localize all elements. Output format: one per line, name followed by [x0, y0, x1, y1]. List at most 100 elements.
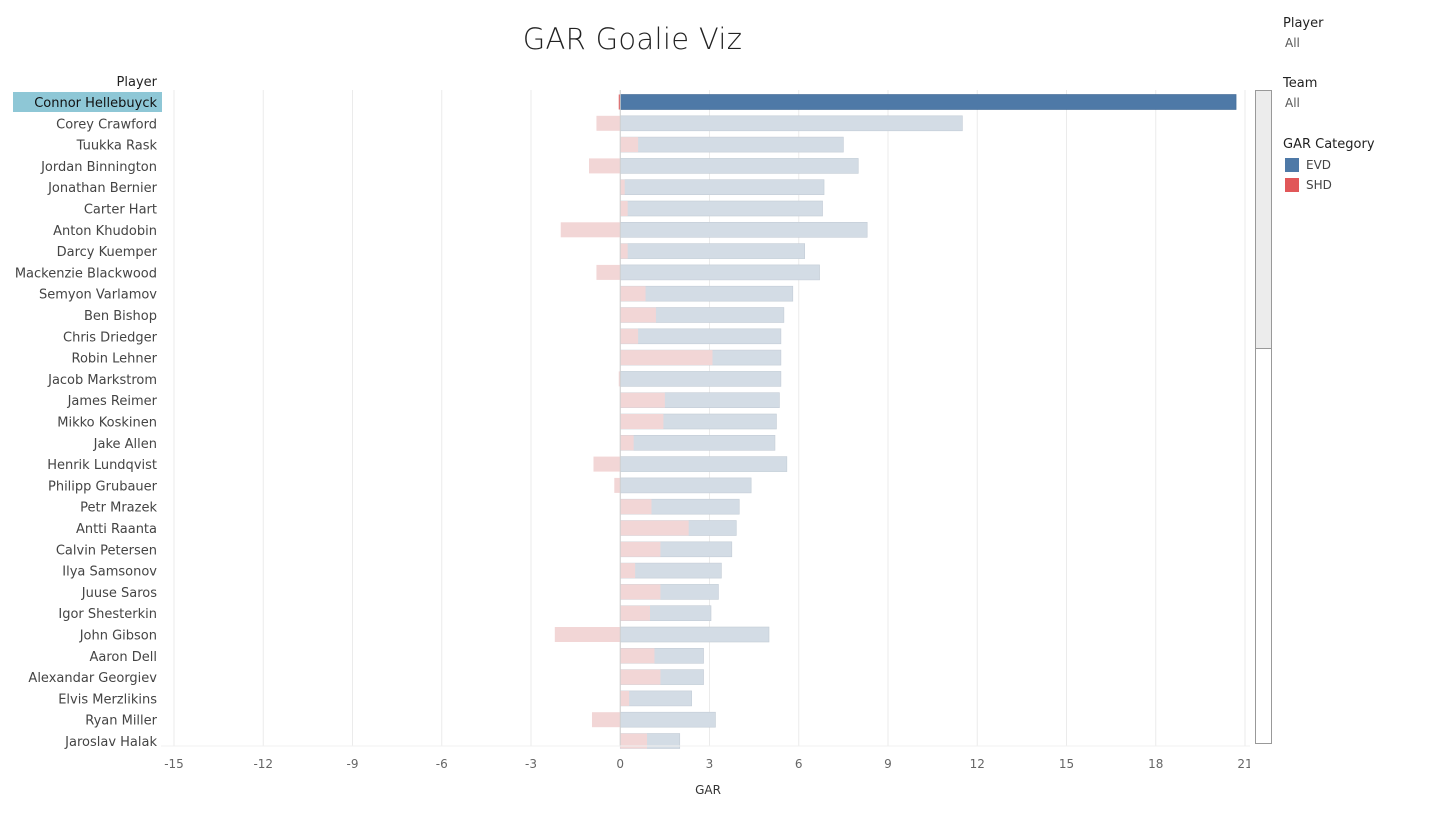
- row-label-connor-hellebuyck[interactable]: Connor Hellebuyck: [34, 96, 157, 111]
- bar-shd-carter-hart[interactable]: [620, 201, 628, 216]
- row-label-mikko-koskinen[interactable]: Mikko Koskinen: [57, 416, 157, 431]
- bar-shd-darcy-kuemper[interactable]: [620, 243, 628, 259]
- bar-evd-jonathan-bernier[interactable]: [619, 179, 825, 195]
- bar-evd-mackenzie-blackwood[interactable]: [619, 264, 820, 281]
- x-tick-label: 9: [884, 757, 892, 771]
- bar-shd-john-gibson[interactable]: [554, 627, 621, 642]
- row-label-corey-crawford[interactable]: Corey Crawford: [56, 117, 157, 132]
- row-label-carter-hart[interactable]: Carter Hart: [84, 203, 157, 218]
- bar-shd-calvin-petersen[interactable]: [620, 541, 661, 557]
- bar-shd-ryan-miller[interactable]: [591, 712, 621, 728]
- bar-evd-semyon-varlamov[interactable]: [619, 285, 794, 302]
- bar-shd-anton-khudobin[interactable]: [560, 222, 621, 238]
- scrollbar-thumb[interactable]: [1256, 91, 1271, 349]
- bar-shd-igor-shesterkin[interactable]: [620, 605, 650, 621]
- row-label-darcy-kuemper[interactable]: Darcy Kuemper: [57, 245, 158, 260]
- bar-shd-mackenzie-blackwood[interactable]: [596, 264, 621, 280]
- x-tick-label: 18: [1148, 757, 1163, 771]
- gar-category-legend: GAR Category EVD SHD: [1283, 137, 1453, 192]
- bar-shd-alexandar-georgiev[interactable]: [620, 669, 661, 685]
- bar-evd-connor-hellebuyck[interactable]: [619, 94, 1237, 110]
- row-label-jordan-binnington[interactable]: Jordan Binnington: [40, 160, 157, 175]
- bar-shd-jordan-binnington[interactable]: [589, 158, 621, 174]
- team-filter-value[interactable]: All: [1285, 96, 1300, 110]
- team-filter[interactable]: Team All: [1283, 76, 1453, 110]
- bars: [554, 94, 1237, 749]
- legend-swatch-evd: [1285, 158, 1299, 172]
- bar-shd-aaron-dell[interactable]: [620, 648, 655, 664]
- row-label-elvis-merzlikins[interactable]: Elvis Merzlikins: [58, 692, 157, 707]
- bar-evd-philipp-grubauer[interactable]: [619, 477, 752, 494]
- row-label-ryan-miller[interactable]: Ryan Miller: [85, 714, 157, 729]
- bar-shd-jonathan-bernier[interactable]: [620, 179, 625, 195]
- row-label-james-reimer[interactable]: James Reimer: [67, 394, 158, 409]
- chart-title: GAR Goalie Viz: [522, 22, 743, 56]
- row-label-chris-driedger[interactable]: Chris Driedger: [63, 330, 158, 345]
- row-label-juuse-saros[interactable]: Juuse Saros: [81, 586, 157, 601]
- bar-shd-mikko-koskinen[interactable]: [620, 414, 664, 429]
- bar-shd-ilya-samsonov[interactable]: [620, 563, 636, 579]
- bar-shd-robin-lehner[interactable]: [620, 350, 713, 366]
- row-label-ilya-samsonov[interactable]: Ilya Samsonov: [62, 565, 157, 580]
- bar-evd-darcy-kuemper[interactable]: [619, 243, 805, 259]
- bar-shd-petr-mrazek[interactable]: [620, 499, 652, 515]
- bar-shd-philipp-grubauer[interactable]: [614, 477, 621, 493]
- row-label-mackenzie-blackwood[interactable]: Mackenzie Blackwood: [15, 266, 157, 281]
- row-label-antti-raanta[interactable]: Antti Raanta: [76, 522, 157, 537]
- bar-evd-john-gibson[interactable]: [619, 626, 770, 643]
- player-filter-value[interactable]: All: [1285, 36, 1300, 50]
- bar-shd-corey-crawford[interactable]: [596, 115, 621, 131]
- row-label-jake-allen[interactable]: Jake Allen: [93, 437, 157, 452]
- bar-shd-chris-driedger[interactable]: [620, 328, 639, 344]
- row-label-ben-bishop[interactable]: Ben Bishop: [84, 309, 157, 324]
- row-label-anton-khudobin[interactable]: Anton Khudobin: [53, 224, 157, 239]
- row-label-alexandar-georgiev[interactable]: Alexandar Georgiev: [28, 671, 157, 686]
- bar-shd-jake-allen[interactable]: [620, 435, 634, 451]
- row-label-jonathan-bernier[interactable]: Jonathan Bernier: [47, 181, 158, 196]
- row-header: Player: [117, 75, 158, 90]
- row-label-petr-mrazek[interactable]: Petr Mrazek: [80, 501, 157, 516]
- bar-shd-juuse-saros[interactable]: [620, 584, 661, 600]
- legend-item-evd[interactable]: EVD: [1285, 158, 1453, 172]
- row-label-calvin-petersen[interactable]: Calvin Petersen: [56, 543, 157, 558]
- row-label-aaron-dell[interactable]: Aaron Dell: [90, 650, 157, 665]
- legend-label-evd: EVD: [1306, 158, 1332, 172]
- bar-evd-chris-driedger[interactable]: [619, 328, 782, 345]
- bar-shd-semyon-varlamov[interactable]: [620, 286, 646, 302]
- bar-evd-henrik-lundqvist[interactable]: [619, 456, 788, 472]
- bar-evd-anton-khudobin[interactable]: [619, 222, 868, 238]
- row-label-henrik-lundqvist[interactable]: Henrik Lundqvist: [47, 458, 157, 473]
- bar-shd-ben-bishop[interactable]: [620, 307, 656, 323]
- bar-evd-jacob-markstrom[interactable]: [619, 371, 782, 387]
- bar-shd-antti-raanta[interactable]: [620, 520, 689, 536]
- player-filter[interactable]: Player All: [1283, 16, 1453, 50]
- row-label-philipp-grubauer[interactable]: Philipp Grubauer: [48, 479, 158, 494]
- bar-shd-tuukka-rask[interactable]: [620, 137, 639, 153]
- x-axis: -15 -12 -9 -6 -3 0 3 6 9 12 15 18 21: [161, 745, 1250, 771]
- vertical-scrollbar[interactable]: [1255, 90, 1272, 744]
- row-label-igor-shesterkin[interactable]: Igor Shesterkin: [58, 607, 157, 622]
- bar-evd-jordan-binnington[interactable]: [619, 158, 859, 174]
- bar-evd-corey-crawford[interactable]: [619, 115, 963, 132]
- x-tick-label: 3: [706, 757, 714, 771]
- row-label-jacob-markstrom[interactable]: Jacob Markstrom: [47, 373, 157, 388]
- row-label-semyon-varlamov[interactable]: Semyon Varlamov: [39, 288, 157, 303]
- bar-shd-jacob-markstrom[interactable]: [618, 371, 621, 387]
- row-label-robin-lehner[interactable]: Robin Lehner: [72, 352, 158, 367]
- row-label-john-gibson[interactable]: John Gibson: [79, 629, 157, 644]
- row-label-tuukka-rask[interactable]: Tuukka Rask: [76, 139, 158, 154]
- bar-evd-carter-hart[interactable]: [619, 200, 823, 217]
- bar-evd-ryan-miller[interactable]: [619, 711, 716, 728]
- bar-shd-henrik-lundqvist[interactable]: [593, 456, 621, 472]
- legend-item-shd[interactable]: SHD: [1285, 178, 1453, 192]
- bar-evd-jake-allen[interactable]: [619, 434, 776, 451]
- bar-shd-elvis-merzlikins[interactable]: [620, 690, 630, 706]
- bar-evd-tuukka-rask[interactable]: [619, 136, 844, 153]
- row-label-jaroslav-halak[interactable]: Jaroslav Halak: [64, 735, 157, 750]
- bar-evd-ilya-samsonov[interactable]: [619, 562, 722, 579]
- bar-shd-connor-hellebuyck[interactable]: [618, 94, 621, 110]
- x-tick-label: -9: [347, 757, 359, 771]
- bar-shd-jaroslav-halak[interactable]: [620, 733, 648, 749]
- bar-evd-elvis-merzlikins[interactable]: [619, 690, 692, 707]
- bar-shd-james-reimer[interactable]: [620, 392, 665, 408]
